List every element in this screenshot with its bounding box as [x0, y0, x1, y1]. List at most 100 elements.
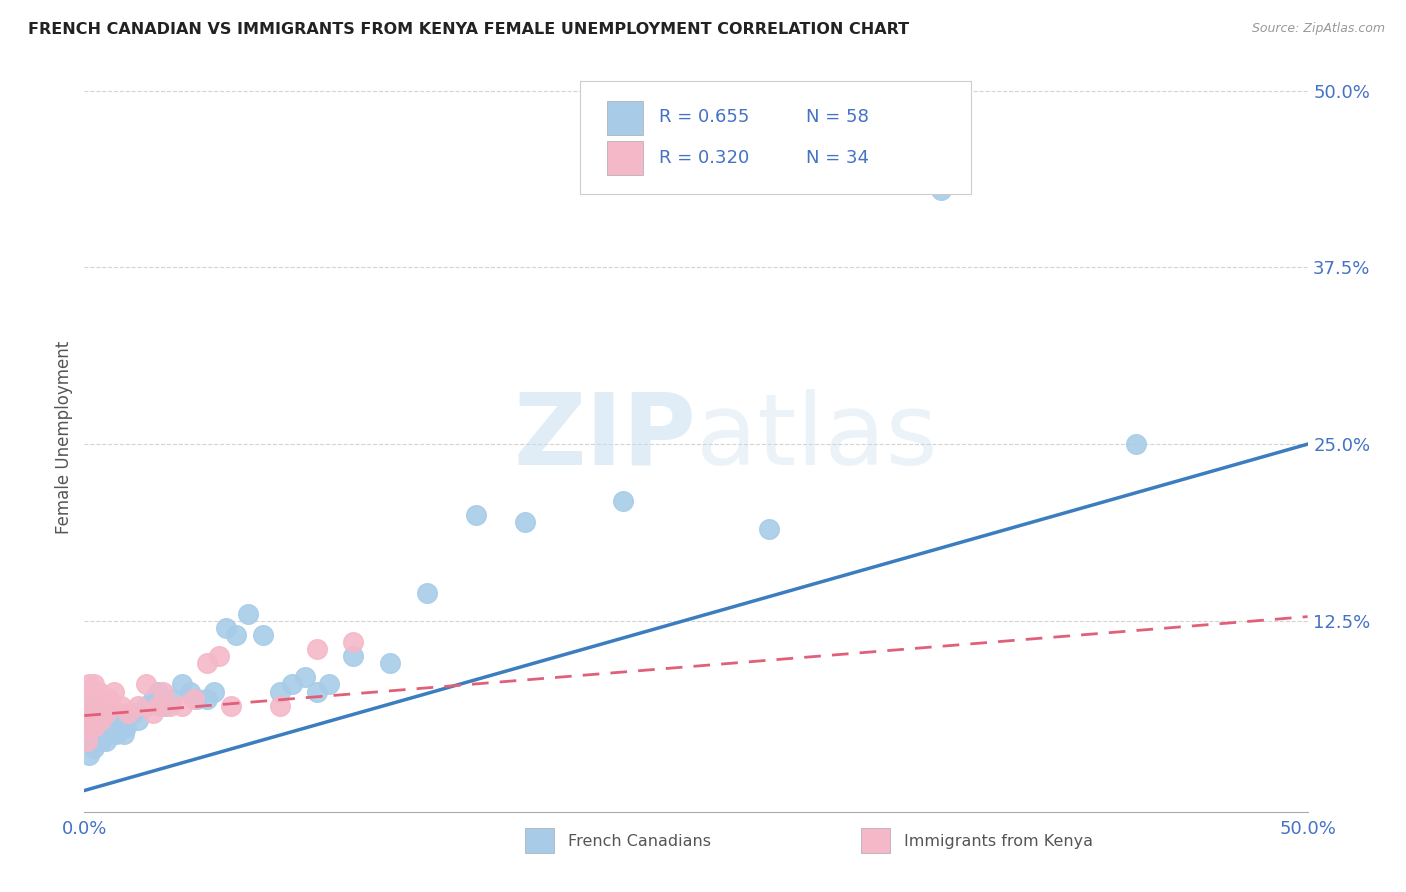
- Point: [76, 706, 98, 720]
- Point: [238, 607, 260, 621]
- Text: R = 0.655: R = 0.655: [659, 108, 749, 126]
- Point: [80, 684, 103, 698]
- Point: [117, 706, 139, 720]
- Point: [202, 684, 225, 698]
- Point: [117, 706, 139, 720]
- Point: [112, 727, 135, 741]
- Point: [252, 628, 274, 642]
- Point: [110, 713, 132, 727]
- Point: [93, 706, 115, 720]
- Point: [103, 684, 125, 698]
- Point: [342, 635, 364, 649]
- Point: [122, 706, 145, 720]
- Y-axis label: Female Unemployment: Female Unemployment: [55, 341, 73, 533]
- Point: [80, 727, 103, 741]
- Point: [172, 698, 194, 713]
- Point: [127, 713, 149, 727]
- Point: [87, 684, 110, 698]
- Point: [305, 684, 328, 698]
- Point: [758, 522, 780, 536]
- Point: [100, 720, 122, 734]
- Point: [97, 706, 120, 720]
- Point: [90, 713, 112, 727]
- Point: [152, 684, 174, 698]
- Point: [142, 706, 165, 720]
- Point: [416, 585, 439, 599]
- Point: [172, 677, 194, 691]
- Point: [86, 734, 108, 748]
- Point: [1125, 437, 1147, 451]
- Point: [77, 748, 100, 763]
- Point: [159, 698, 181, 713]
- Point: [96, 706, 118, 720]
- Point: [87, 706, 110, 720]
- Point: [86, 713, 108, 727]
- Text: FRENCH CANADIAN VS IMMIGRANTS FROM KENYA FEMALE UNEMPLOYMENT CORRELATION CHART: FRENCH CANADIAN VS IMMIGRANTS FROM KENYA…: [28, 22, 910, 37]
- Bar: [606, 141, 644, 175]
- Point: [929, 183, 952, 197]
- Point: [110, 698, 132, 713]
- Point: [96, 713, 118, 727]
- Point: [77, 677, 100, 691]
- Point: [80, 706, 103, 720]
- Text: N = 34: N = 34: [806, 149, 869, 167]
- Point: [219, 698, 242, 713]
- Point: [269, 684, 291, 698]
- Point: [87, 727, 110, 741]
- Point: [76, 734, 98, 748]
- Point: [612, 493, 634, 508]
- Point: [83, 677, 105, 691]
- Point: [76, 691, 98, 706]
- Point: [183, 691, 205, 706]
- Point: [90, 713, 112, 727]
- Point: [162, 691, 184, 706]
- Point: [135, 677, 157, 691]
- Bar: [524, 828, 554, 853]
- Text: N = 58: N = 58: [806, 108, 869, 126]
- Bar: [860, 828, 890, 853]
- Point: [269, 698, 291, 713]
- Point: [380, 657, 402, 671]
- Point: [103, 713, 125, 727]
- Point: [215, 621, 238, 635]
- Point: [342, 649, 364, 664]
- Point: [77, 713, 100, 727]
- Point: [195, 657, 218, 671]
- Bar: [606, 102, 644, 135]
- Point: [142, 691, 165, 706]
- Text: R = 0.320: R = 0.320: [659, 149, 749, 167]
- Point: [195, 691, 218, 706]
- Point: [464, 508, 486, 522]
- Text: atlas: atlas: [696, 389, 938, 485]
- Point: [83, 741, 105, 756]
- Point: [96, 734, 118, 748]
- Text: Source: ZipAtlas.com: Source: ZipAtlas.com: [1251, 22, 1385, 36]
- Point: [87, 706, 110, 720]
- Point: [80, 698, 103, 713]
- Point: [86, 691, 108, 706]
- Point: [513, 515, 536, 529]
- Point: [86, 706, 108, 720]
- Point: [146, 698, 169, 713]
- Point: [294, 670, 316, 684]
- Point: [93, 698, 115, 713]
- Point: [135, 698, 157, 713]
- Point: [100, 698, 122, 713]
- Point: [77, 720, 100, 734]
- FancyBboxPatch shape: [579, 81, 972, 194]
- Point: [305, 642, 328, 657]
- Point: [153, 698, 176, 713]
- Point: [179, 684, 201, 698]
- Text: Immigrants from Kenya: Immigrants from Kenya: [904, 834, 1092, 849]
- Text: French Canadians: French Canadians: [568, 834, 710, 849]
- Point: [186, 691, 208, 706]
- Point: [83, 706, 105, 720]
- Point: [127, 698, 149, 713]
- Point: [93, 727, 115, 741]
- Point: [76, 734, 98, 748]
- Point: [281, 677, 304, 691]
- Point: [90, 734, 112, 748]
- Text: ZIP: ZIP: [513, 389, 696, 485]
- Point: [97, 727, 120, 741]
- Point: [107, 720, 129, 734]
